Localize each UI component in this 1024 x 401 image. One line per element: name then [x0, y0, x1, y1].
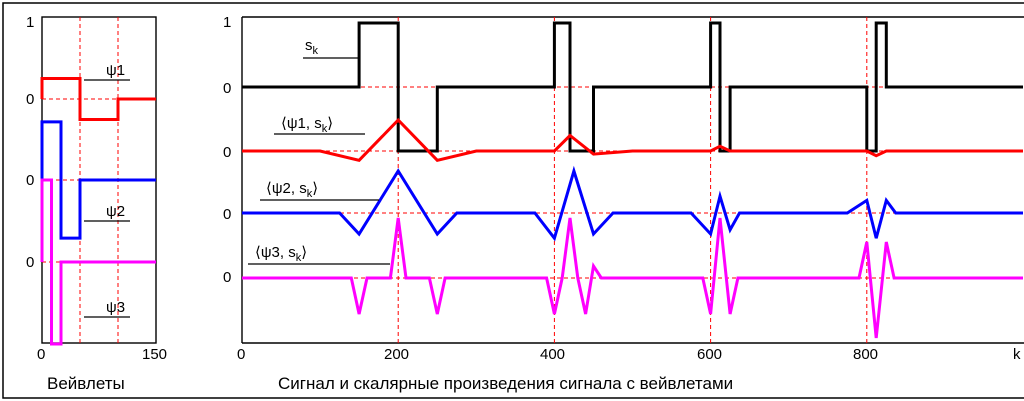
psi3-line	[40, 178, 156, 346]
psi3-sk-label: ⟨ψ3, sk⟩	[248, 244, 390, 265]
signal-xlabel: Сигнал и скалярные произведения сигнала …	[278, 374, 733, 393]
wavelet-xtick-150: 150	[142, 346, 167, 363]
wavelet-xtick-0: 0	[37, 346, 45, 363]
psi2-sk-label: ⟨ψ2, sk⟩	[260, 180, 379, 201]
signal-xtick-200: 200	[384, 346, 409, 363]
wavelet-panel: 1 0 0 0 0 150 Вейвлеты ψ1 ψ2 ψ3	[26, 14, 167, 393]
signal-ytick-0-psi3: 0	[223, 269, 231, 286]
signal-ytick-0-psi1: 0	[223, 144, 231, 161]
wavelet-ytick-1: 1	[26, 14, 34, 31]
wavelet-ytick-0-psi2: 0	[26, 172, 34, 189]
svg-text:ψ3: ψ3	[106, 299, 125, 316]
signal-xtick-600: 600	[697, 346, 722, 363]
wavelet-ytick-0-psi1: 0	[26, 91, 34, 108]
svg-text:⟨ψ2, sk⟩: ⟨ψ2, sk⟩	[266, 180, 318, 200]
psi2-sk-line	[242, 165, 1023, 242]
psi1-sk-label: ⟨ψ1, sk⟩	[274, 115, 365, 135]
signal-xtick-800: 800	[853, 346, 878, 363]
signal-ytick-0-psi2: 0	[223, 206, 231, 223]
svg-text:⟨ψ3, sk⟩: ⟨ψ3, sk⟩	[255, 244, 307, 264]
signal-series	[242, 21, 1023, 339]
signal-panel: 1 0 0 0 0 0 200 400 600 800 k Сигнал и с…	[223, 14, 1024, 393]
psi1-line	[40, 77, 156, 121]
psi1-sk-line	[242, 117, 1023, 162]
sk-line	[242, 21, 1023, 153]
wavelet-ytick-0-psi3: 0	[26, 254, 34, 271]
psi2-label: ψ2	[84, 203, 130, 222]
sk-label: sk	[303, 37, 360, 59]
signal-xtick-0: 0	[237, 346, 245, 363]
psi2-line	[40, 120, 156, 240]
svg-text:ψ2: ψ2	[106, 203, 125, 220]
psi3-label: ψ3	[84, 299, 130, 318]
signal-xtick-k: k	[1013, 346, 1021, 363]
wavelet-series	[40, 77, 156, 346]
wavelet-xlabel: Вейвлеты	[47, 374, 125, 393]
svg-text:⟨ψ1, sk⟩: ⟨ψ1, sk⟩	[281, 115, 333, 135]
signal-xtick-400: 400	[540, 346, 565, 363]
psi3-sk-line	[242, 217, 1023, 339]
svg-text:ψ1: ψ1	[106, 62, 125, 79]
signal-ytick-1: 1	[223, 14, 231, 31]
signal-ytick-0-sk: 0	[223, 80, 231, 97]
psi1-label: ψ1	[84, 62, 130, 81]
svg-text:sk: sk	[305, 37, 319, 57]
